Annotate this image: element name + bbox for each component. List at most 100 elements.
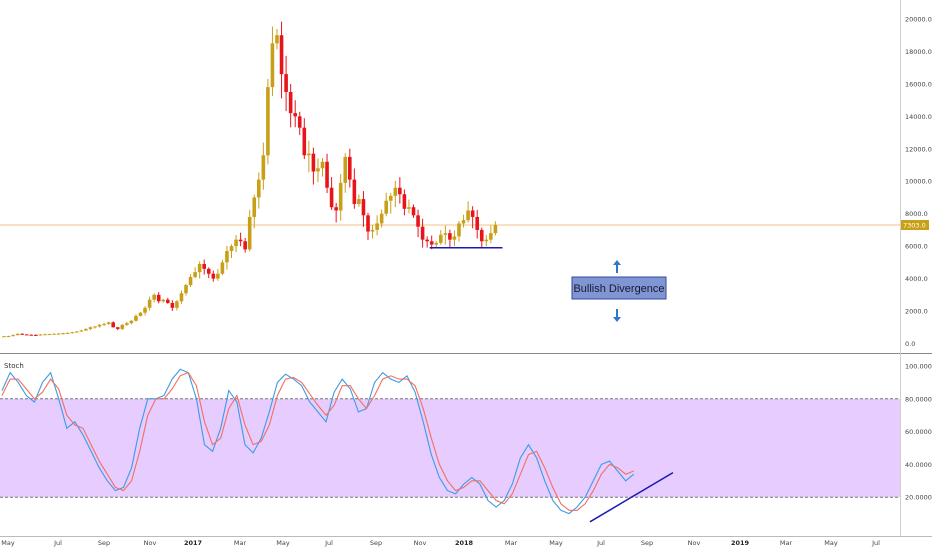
stoch-tick-label: 60.0000 xyxy=(905,428,932,436)
candle-body xyxy=(320,161,325,169)
candle-body xyxy=(52,333,56,335)
candle-body xyxy=(479,229,484,242)
candle-body xyxy=(407,207,411,209)
candle-body xyxy=(361,199,366,216)
candle-body xyxy=(466,210,470,221)
candle-body xyxy=(197,264,202,273)
candle-body xyxy=(120,324,125,329)
arrow-up-icon xyxy=(613,260,621,273)
candle-body xyxy=(266,87,270,156)
candle-body xyxy=(220,262,225,274)
candle-body xyxy=(425,239,429,242)
x-tick-label: Mar xyxy=(234,539,247,547)
candle-body xyxy=(343,156,348,183)
x-tick-label: 2017 xyxy=(184,539,202,547)
candle-body xyxy=(297,116,302,128)
candle-body xyxy=(484,239,489,242)
candle-body xyxy=(161,299,166,302)
candle-body xyxy=(2,336,6,338)
x-tick-label: Mar xyxy=(505,539,518,547)
candle-body xyxy=(475,216,479,230)
candle-body xyxy=(229,246,234,252)
candle-body xyxy=(156,294,161,302)
price-pane: 20000.0 18000.0 16000.0 14000.0 12000.0 10000… xyxy=(0,0,932,537)
candle-body xyxy=(188,276,193,286)
candle-body xyxy=(252,197,257,217)
price-tick-label: 10000.0 xyxy=(905,178,932,186)
candle-body xyxy=(93,326,97,328)
arrow-down-icon xyxy=(613,309,621,322)
candle-body xyxy=(34,334,38,336)
candle-body xyxy=(20,333,24,335)
candle-body xyxy=(179,293,184,302)
stoch-tick-label: 20.0000 xyxy=(905,494,932,502)
candle-body xyxy=(170,302,175,308)
candle-body xyxy=(75,331,79,333)
annotation-text: Bullish Divergence xyxy=(573,283,664,295)
stoch-title: Stoch xyxy=(4,362,24,370)
candle-body xyxy=(452,236,457,240)
price-tick-label: 16000.0 xyxy=(905,80,932,88)
price-tick-label: 2000.0 xyxy=(905,308,928,316)
candle-body xyxy=(284,74,288,92)
price-tick-label: 20000.0 xyxy=(905,15,932,23)
candle-body xyxy=(388,195,393,201)
candle-body xyxy=(234,239,238,247)
candle-body xyxy=(88,327,93,329)
candle-body xyxy=(38,334,43,336)
x-tick-label: Nov xyxy=(414,539,427,547)
candle-body xyxy=(398,187,402,195)
candle-body xyxy=(470,210,475,217)
last-price-label: 7303.0 xyxy=(903,222,926,230)
x-tick-label: 2018 xyxy=(455,539,474,547)
candle-body xyxy=(84,328,88,331)
candle-body xyxy=(138,312,143,316)
candle-body xyxy=(29,334,34,336)
candle-body xyxy=(106,322,111,325)
x-tick-label: Nov xyxy=(688,539,701,547)
candle-body xyxy=(134,315,138,321)
candle-body xyxy=(79,330,84,332)
candle-body xyxy=(152,294,156,300)
candle-body xyxy=(325,161,329,188)
candle-body xyxy=(270,43,275,88)
stoch-d-line xyxy=(1,371,635,511)
candle-body xyxy=(443,233,448,235)
candle-body xyxy=(193,272,197,277)
candle-body xyxy=(102,324,106,326)
candle-body xyxy=(184,285,188,294)
candle-body xyxy=(279,35,284,75)
candle-body xyxy=(247,216,252,250)
annotation-box xyxy=(571,276,667,300)
candle-body xyxy=(70,332,75,334)
candle-body xyxy=(47,334,52,336)
candle-body xyxy=(302,127,307,156)
candle-body xyxy=(329,187,334,208)
candle-body xyxy=(238,239,243,242)
candle-body xyxy=(402,194,407,209)
x-tick-label: Jul xyxy=(596,539,605,547)
candle-body xyxy=(6,336,11,338)
candle-body xyxy=(129,320,134,324)
x-tick-label: May xyxy=(1,539,15,547)
stoch-pane: Stoch 100.0000 80.0000 60.0000 40.0000 20.000… xyxy=(0,362,932,523)
price-tick-label: 6000.0 xyxy=(905,243,928,251)
x-tick-label: 2019 xyxy=(731,539,750,547)
candle-body xyxy=(375,223,379,230)
last-price-badge xyxy=(901,220,929,231)
candle-body xyxy=(370,229,375,232)
candle-body xyxy=(65,332,70,334)
candle-body xyxy=(175,301,179,308)
stoch-band xyxy=(0,398,900,498)
candle-body xyxy=(216,273,220,279)
candle-body xyxy=(338,182,343,211)
candle-body xyxy=(243,241,247,250)
x-tick-label: Sep xyxy=(98,539,110,547)
candle-body xyxy=(493,225,498,234)
candle-body xyxy=(11,335,15,337)
candle-body xyxy=(211,273,216,279)
candle-body xyxy=(420,226,425,240)
candle-body xyxy=(166,299,170,303)
candle-body xyxy=(257,179,261,198)
